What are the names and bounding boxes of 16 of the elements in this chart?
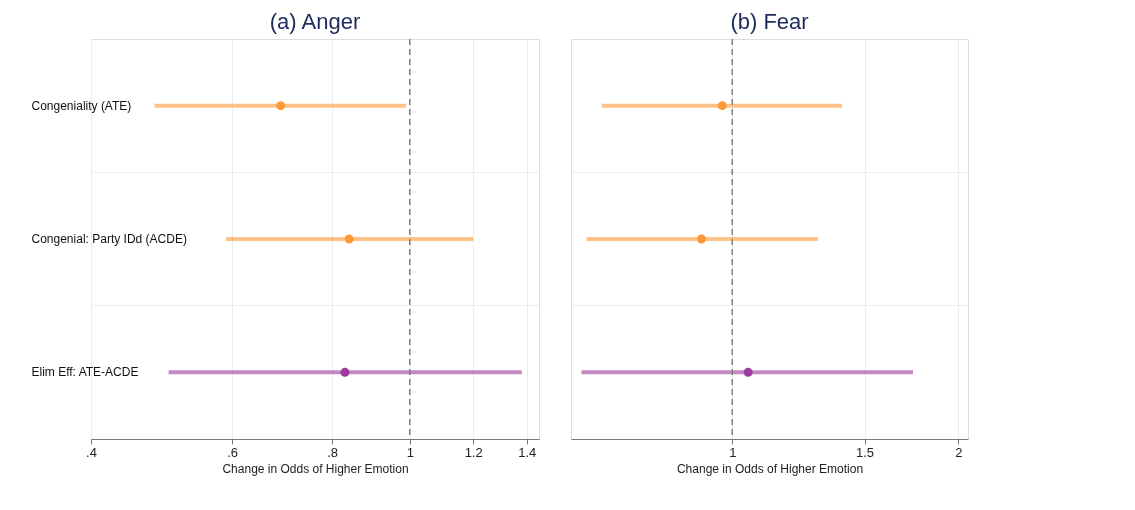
- chart-title: (b) Fear: [730, 9, 809, 35]
- x-axis-title: Change in Odds of Higher Emotion: [676, 461, 864, 476]
- x-tick-label: .4: [86, 444, 97, 460]
- x-tick-label: .6: [227, 444, 238, 460]
- x-axis-title: Change in Odds of Higher Emotion: [222, 461, 409, 476]
- y-tick-label: Elim Eff: ATE-ACDE: [31, 365, 139, 380]
- x-tick-label: 1: [406, 444, 414, 460]
- x-tick-label: 1.4: [518, 444, 537, 460]
- chart-title: (a) Anger: [269, 9, 361, 35]
- x-tick-label: .8: [327, 444, 339, 460]
- y-tick-label: Congenial: Party IDd (ACDE): [31, 232, 187, 246]
- x-tick-label: 1: [729, 444, 737, 460]
- x-tick-label: 1.5: [855, 444, 875, 460]
- x-tick-label: 1.2: [464, 444, 483, 460]
- y-tick-label: Congeniality (ATE): [31, 98, 132, 113]
- x-tick-label: 2: [955, 444, 963, 460]
